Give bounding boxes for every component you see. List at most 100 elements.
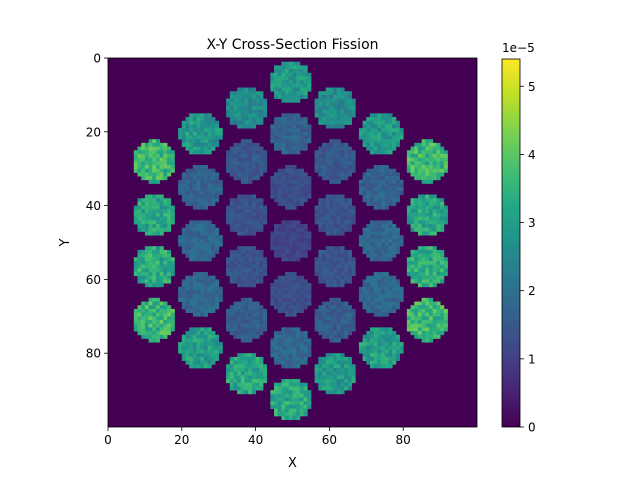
pin-cell: [296, 404, 301, 409]
pin-cell: [296, 187, 301, 192]
pin-cell: [384, 231, 389, 236]
pin-cell: [392, 305, 397, 310]
pin-cell: [333, 279, 338, 284]
pin-cell: [167, 253, 172, 258]
pin-cell: [377, 290, 382, 295]
pin-cell: [292, 235, 297, 240]
pin-cell: [211, 135, 216, 140]
pin-cell: [215, 345, 220, 350]
pin-cell: [325, 371, 330, 376]
pin-cell: [366, 235, 371, 240]
pin-cell: [170, 212, 175, 218]
pin-cell: [196, 142, 201, 147]
pin-cell: [329, 260, 334, 266]
pin-cell: [133, 272, 138, 277]
pin-cell: [240, 176, 245, 181]
pin-cell: [329, 327, 334, 332]
pin-cell: [244, 102, 249, 107]
pin-cell: [347, 367, 352, 373]
pin-cell: [255, 146, 260, 151]
pin-cell: [388, 124, 393, 129]
pin-cell: [159, 331, 164, 336]
pin-cell: [303, 393, 308, 398]
pin-cell: [340, 249, 345, 254]
pin-cell: [303, 91, 308, 96]
pin-cell: [436, 165, 441, 170]
pin-cell: [429, 327, 434, 332]
pin-cell: [196, 124, 201, 129]
pin-cell: [362, 179, 367, 184]
pin-cell: [307, 176, 312, 181]
pin-cell: [288, 120, 293, 125]
pin-cell: [351, 216, 356, 221]
pin-cell: [410, 272, 415, 277]
pin-cell: [369, 117, 375, 122]
pin-cell: [347, 308, 352, 314]
pin-cell: [248, 168, 253, 173]
pin-cell: [318, 109, 323, 114]
pin-cell: [322, 323, 327, 328]
pin-cell: [369, 331, 375, 336]
pin-cell: [259, 367, 264, 373]
pin-cell: [373, 201, 378, 206]
pin-cell: [218, 345, 223, 350]
pin-cell: [299, 305, 304, 310]
pin-cell: [425, 205, 430, 210]
pin-cell: [244, 319, 249, 325]
pin-cell: [395, 139, 400, 144]
pin-cell: [181, 294, 186, 299]
pin-cell: [137, 172, 142, 177]
pin-cell: [336, 124, 341, 129]
pin-cell: [440, 260, 445, 266]
pin-cell: [189, 146, 194, 151]
pin-cell: [362, 286, 367, 291]
pin-cell: [299, 142, 304, 147]
pin-cell: [240, 98, 245, 103]
pin-cell: [281, 201, 286, 206]
pin-cell: [318, 105, 323, 111]
pin-cell: [237, 124, 242, 129]
pin-cell: [395, 334, 400, 339]
pin-cell: [251, 375, 256, 380]
pin-cell: [277, 176, 282, 181]
pin-cell: [270, 76, 275, 81]
pin-cell: [215, 190, 220, 195]
pin-cell: [167, 227, 172, 232]
pin-cell: [226, 308, 231, 314]
pin-cell: [207, 283, 212, 288]
pin-cell: [384, 183, 389, 188]
pin-cell: [436, 201, 441, 206]
pin-cell: [159, 216, 164, 221]
pin-cell: [288, 183, 293, 188]
fuel-pin: [133, 246, 175, 288]
pin-cell: [351, 272, 356, 277]
pin-cell: [381, 327, 386, 332]
pin-cell: [233, 212, 238, 218]
pin-cell: [144, 216, 149, 221]
pin-cell: [192, 305, 197, 310]
pin-cell: [384, 165, 389, 170]
pin-cell: [325, 209, 330, 214]
pin-cell: [155, 305, 161, 310]
pin-cell: [425, 216, 430, 221]
pin-cell: [288, 404, 293, 409]
pin-cell: [259, 165, 264, 170]
pin-cell: [251, 231, 256, 236]
pin-cell: [248, 146, 253, 151]
pin-cell: [333, 105, 338, 111]
pin-cell: [203, 279, 209, 284]
pin-cell: [377, 272, 382, 277]
pin-cell: [181, 131, 186, 136]
pin-cell: [192, 308, 197, 314]
pin-cell: [373, 301, 378, 306]
pin-cell: [322, 227, 327, 232]
pin-cell: [362, 242, 367, 247]
pin-cell: [251, 390, 256, 395]
pin-cell: [196, 301, 201, 306]
pin-cell: [344, 146, 349, 151]
pin-cell: [333, 334, 338, 339]
pin-cell: [358, 238, 364, 243]
pin-cell: [189, 305, 194, 310]
pin-cell: [369, 283, 375, 288]
pin-cell: [181, 194, 186, 199]
